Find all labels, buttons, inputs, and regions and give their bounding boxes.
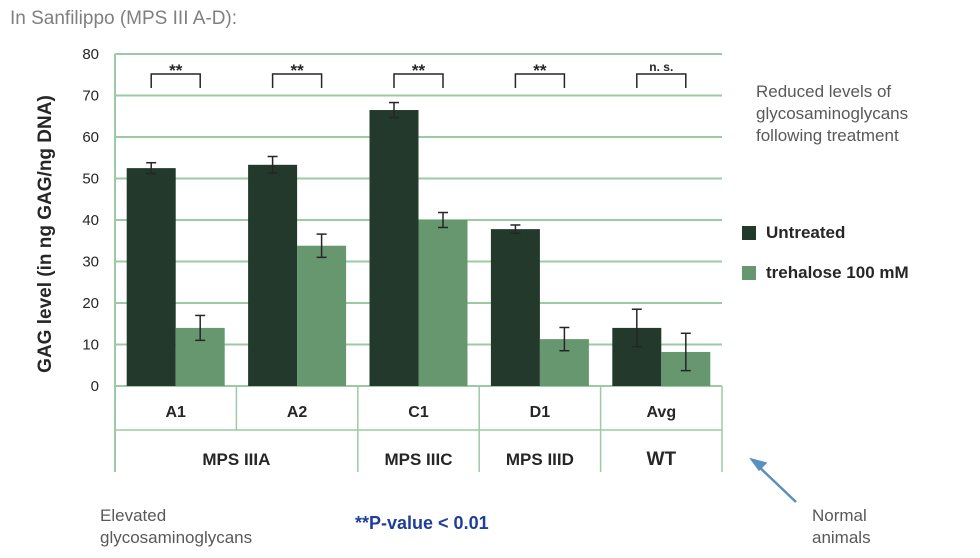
bar-trehalose — [297, 245, 347, 386]
significance-bracket — [636, 73, 687, 88]
y-tick-label: 50 — [82, 171, 99, 188]
note-line: glycosaminoglycans — [100, 528, 253, 547]
y-tick-label: 10 — [82, 337, 99, 354]
arrow-head — [749, 457, 768, 472]
pvalue-note: **P-value < 0.01 — [355, 513, 489, 533]
x-group-label: MPS IIIA — [202, 450, 270, 469]
legend-item-trehalose: trehalose 100 mM — [742, 263, 909, 283]
note-elevated: Elevated glycosaminoglycans — [100, 505, 252, 549]
significance-brackets: ** ** ** ** n. s. — [150, 60, 687, 88]
error-bars — [146, 101, 691, 372]
arrow — [749, 457, 797, 503]
note-line: Reduced levels of — [756, 82, 892, 101]
significance-label: ** — [533, 61, 547, 80]
note-reduced-levels: Reduced levels of glycosaminoglycans fol… — [756, 81, 908, 147]
bar-untreated — [248, 164, 298, 386]
legend-label-trehalose: trehalose 100 mM — [766, 263, 909, 282]
legend: Untreated trehalose 100 mM — [742, 223, 909, 283]
note-line: following treatment — [756, 126, 899, 145]
significance-label: ** — [412, 61, 426, 80]
page-title: In Sanfilippo (MPS III A-D): — [10, 8, 238, 29]
note-line: animals — [812, 528, 871, 547]
y-tick-label: 20 — [82, 295, 99, 312]
bar-untreated — [126, 168, 176, 386]
y-tick-labels: 0 10 20 30 40 50 60 70 80 — [82, 46, 99, 395]
legend-swatch-untreated — [742, 226, 756, 240]
x-group-label: WT — [647, 449, 677, 470]
bars — [126, 110, 711, 387]
y-tick-label: 80 — [82, 46, 99, 63]
note-normal-animals: Normal animals — [812, 505, 871, 549]
y-axis-label: GAG level (in ng GAG/ng DNA) — [35, 95, 56, 373]
y-tick-label: 0 — [91, 378, 99, 395]
note-line: glycosaminoglycans — [756, 104, 909, 123]
arrow-line — [755, 463, 797, 503]
significance-bracket — [150, 73, 201, 88]
note-line: Elevated — [100, 506, 167, 525]
x-category-label: D1 — [530, 404, 551, 421]
legend-swatch-trehalose — [742, 266, 756, 280]
significance-bracket — [514, 73, 566, 88]
significance-bracket — [271, 73, 323, 88]
y-tick-label: 30 — [82, 254, 99, 271]
x-category-label: C1 — [408, 404, 429, 421]
x-group-label: MPS IIIC — [384, 450, 452, 469]
x-category-label: Avg — [646, 404, 676, 421]
significance-bracket — [393, 73, 444, 88]
x-group-label: MPS IIID — [506, 450, 574, 469]
x-category-label: A1 — [165, 404, 186, 421]
note-line: Normal — [812, 506, 867, 525]
y-tick-label: 60 — [82, 129, 99, 146]
legend-item-untreated: Untreated — [742, 223, 909, 243]
y-tick-label: 40 — [82, 212, 99, 229]
bar-untreated — [369, 110, 419, 387]
significance-label: n. s. — [649, 60, 673, 74]
significance-label: ** — [290, 61, 304, 80]
axes — [114, 54, 723, 472]
bar-trehalose — [418, 220, 468, 386]
x-category-label: A2 — [287, 404, 308, 421]
legend-label-untreated: Untreated — [766, 223, 846, 242]
significance-label: ** — [169, 61, 183, 80]
y-tick-label: 70 — [82, 88, 99, 105]
x-category-labels: A1 A2 C1 D1 Avg MPS IIIA MPS IIIC MPS IIID WT — [165, 404, 676, 470]
bar-untreated — [490, 229, 540, 386]
